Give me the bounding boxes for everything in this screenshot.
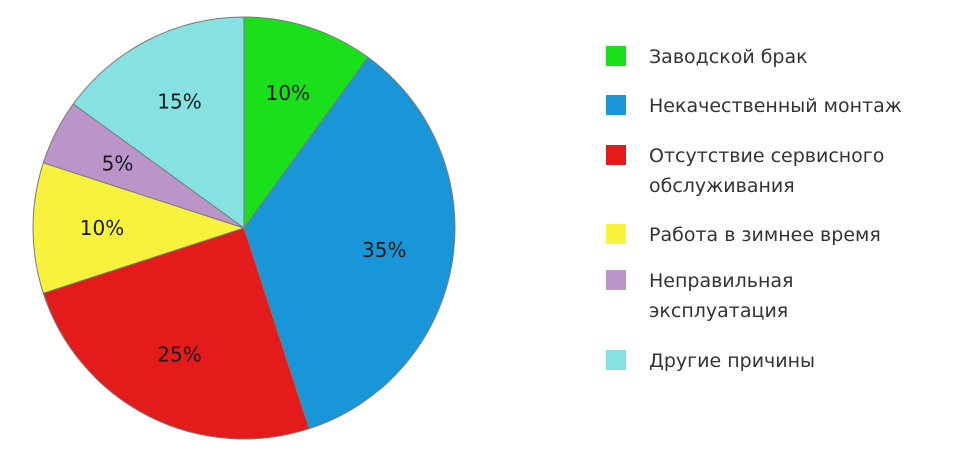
legend-item: Неправильная эксплуатация [606, 270, 794, 322]
legend-swatch [606, 46, 626, 66]
pie-slice-label: 15% [157, 89, 201, 113]
legend-swatch [606, 145, 626, 165]
pie-slice [243, 56, 456, 430]
legend-label: Заводской брак [649, 46, 808, 68]
legend-swatch [606, 270, 626, 290]
legend-item: Заводской брак [606, 46, 808, 68]
pie-slice-labels: 10% 35% 25% 10% 5% 15% [80, 81, 407, 367]
legend-item: Работа в зимнее время [606, 224, 881, 246]
legend-label: Неправильная эксплуатация [649, 270, 794, 322]
legend-item: Отсутствие сервисного обслуживания [606, 145, 884, 197]
pie-slice [32, 162, 246, 294]
legend-swatch [606, 224, 626, 244]
pie-slice [42, 227, 310, 440]
pie-slice [72, 16, 245, 229]
legend: Заводской брак Некачественный монтаж Отсут… [606, 46, 902, 372]
legend-swatch [606, 350, 626, 370]
pie-slice-label: 35% [362, 238, 406, 262]
legend-label: Некачественный монтаж [649, 95, 902, 117]
pie-slice [243, 16, 369, 230]
legend-item: Другие причины [606, 350, 815, 372]
legend-label: Работа в зимнее время [649, 224, 881, 246]
pie-slices [32, 16, 456, 440]
pie-slice-label: 10% [266, 81, 310, 105]
legend-label: Другие причины [649, 350, 815, 372]
pie-slice-label: 10% [80, 216, 124, 240]
pie-slice-label: 25% [157, 343, 201, 367]
legend-label: Отсутствие сервисного обслуживания [649, 145, 884, 197]
legend-swatch [606, 95, 626, 115]
legend-item: Некачественный монтаж [606, 95, 902, 117]
pie-slice-label: 5% [102, 152, 134, 176]
